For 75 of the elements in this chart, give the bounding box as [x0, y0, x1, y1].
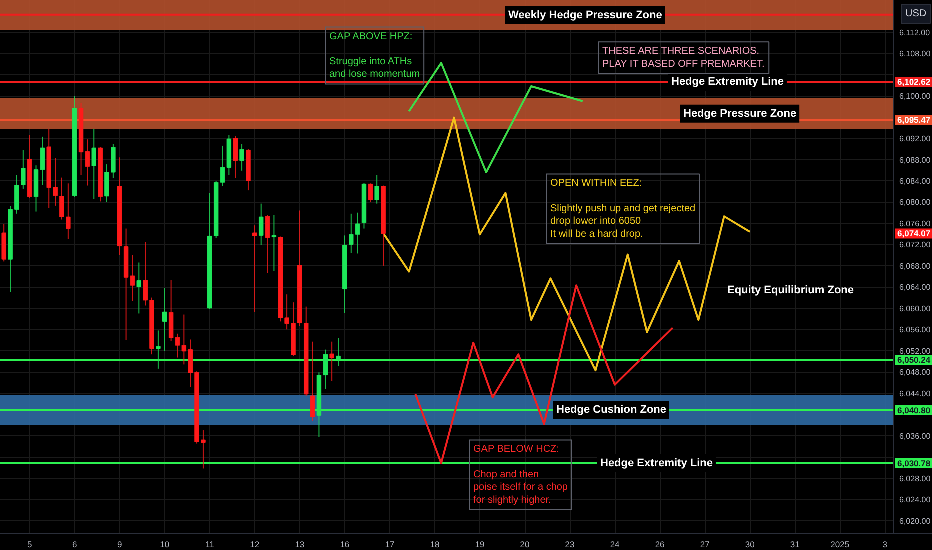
x-tick-label: 11	[205, 540, 215, 550]
candlestick	[272, 214, 277, 272]
x-tick-label: 5	[27, 540, 32, 550]
candlestick	[374, 174, 380, 204]
y-tick-label: 6,024.00	[900, 496, 932, 505]
y-tick-label: 6,084.00	[900, 177, 932, 186]
candlestick	[330, 341, 334, 382]
y-tick-label: 6,052.00	[900, 346, 932, 356]
text: 6,095.47	[898, 115, 931, 126]
y-tick-label: 6,044.00	[900, 389, 932, 398]
text: GAP ABOVE HPZ: Struggle into ATHs and lose momentum	[330, 31, 420, 80]
candlestick	[143, 242, 148, 306]
x-tick-label: 26	[655, 540, 666, 550]
x-tick-label: 9	[117, 540, 122, 550]
candlestick	[368, 183, 374, 203]
y-tick-label: 6,100.00	[900, 92, 932, 102]
x-tick-label: 19	[475, 540, 485, 550]
candlestick	[233, 136, 238, 179]
annotation: Equity Equilibrium Zone	[728, 284, 854, 296]
x-tick-label: 31	[790, 540, 800, 550]
y-tick-label: 6,056.00	[900, 326, 932, 335]
candlestick	[240, 144, 244, 172]
y-tick-label: 6,080.00	[900, 198, 932, 208]
ref-line-label: Hedge Extremity Line	[600, 458, 713, 470]
y-tick-label: 6,028.00	[900, 474, 932, 484]
ref-line-label: Hedge Extremity Line	[672, 76, 784, 88]
x-tick-label: 10	[160, 540, 170, 550]
text: 6,030.78	[898, 458, 931, 469]
y-axis-title: USD	[906, 8, 927, 20]
y-tick-label: 6,108.00	[900, 50, 932, 59]
x-tick-label: 3	[882, 540, 888, 550]
candlestick	[92, 129, 97, 200]
candlestick	[136, 262, 142, 314]
band-label: Weekly Hedge Pressure Zone	[508, 9, 662, 22]
x-tick-label: 27	[700, 540, 710, 550]
x-tick-label: 17	[385, 540, 395, 550]
x-tick-label: 18	[430, 540, 440, 550]
text: 6,050.24	[898, 355, 931, 366]
annotation: THESE ARE THREE SCENARIOS. PLAY IT BASED OFF PREMARKET.	[602, 46, 765, 70]
text: OPEN WITHIN EEZ: Slightly push up and get rejected drop lower into 6050 It will be a hard drop.	[550, 178, 696, 240]
x-tick-label: 12	[250, 540, 260, 550]
y-tick-label: 6,068.00	[900, 262, 932, 271]
text: 6,102.62	[898, 77, 931, 88]
y-tick-label: 6,076.00	[900, 219, 932, 228]
x-tick-label: 2025	[830, 540, 850, 550]
y-tick-label: 6,020.00	[900, 516, 932, 526]
x-tick-label: 13	[295, 540, 305, 550]
y-tick-label: 6,088.00	[900, 156, 932, 165]
y-tick-label: 6,092.00	[900, 134, 932, 144]
x-tick-label: 30	[745, 540, 756, 550]
candlestick	[85, 139, 90, 186]
candlestick	[265, 215, 270, 274]
y-tick-label: 6,060.00	[900, 304, 932, 314]
text: GAP BELOW HCZ: Chop and then poise itself for a chop for slightly higher.	[474, 444, 568, 506]
candlestick	[252, 225, 258, 313]
band-label: Hedge Pressure Zone	[684, 108, 797, 120]
y-tick-label: 6,064.00	[900, 283, 932, 292]
x-tick-label: 20	[520, 540, 530, 550]
candlestick	[156, 330, 161, 370]
band-label: Hedge Cushion Zone	[556, 404, 666, 416]
text: 6,040.80	[898, 405, 931, 416]
text: 6,074.07	[898, 228, 931, 239]
candlestick	[162, 288, 168, 352]
y-tick-label: 6,048.00	[900, 368, 932, 378]
x-tick-label: 6	[72, 540, 78, 550]
candlestick	[336, 338, 341, 367]
y-tick-label: 6,036.00	[900, 432, 932, 441]
y-tick-label: 6,112.00	[900, 28, 931, 38]
y-tick-label: 6,072.00	[900, 240, 932, 250]
x-tick-label: 16	[340, 540, 350, 550]
candlestick	[130, 254, 136, 302]
candlestick	[258, 203, 264, 246]
candlestick	[310, 341, 316, 422]
x-tick-label: 23	[565, 540, 576, 550]
x-tick-label: 24	[610, 540, 620, 550]
